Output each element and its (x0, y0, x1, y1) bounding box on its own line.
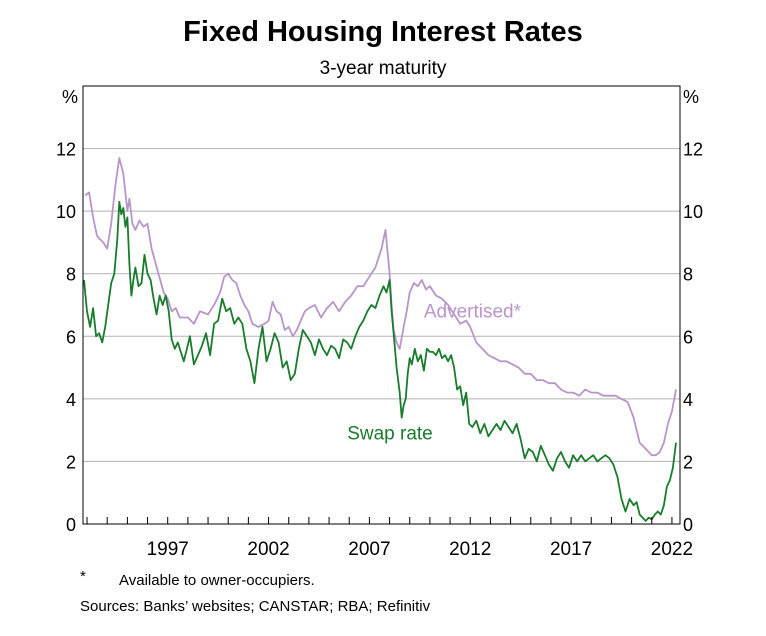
x-tick-label-1997: 1997 (147, 539, 189, 560)
advertised-series-label: Advertised* (424, 302, 522, 323)
x-tick-label-2022: 2022 (651, 539, 693, 560)
y-tick-label-right-10: 10 (683, 202, 703, 222)
plot-frame (82, 85, 681, 525)
x-tick-label-2007: 2007 (348, 539, 390, 560)
y-tick-label-left-10: 10 (56, 202, 76, 222)
y-tick-label-right-2: 2 (683, 452, 693, 472)
y-tick-label-right-12: 12 (683, 140, 703, 160)
series-line-swap-rate (83, 200, 677, 522)
y-tick-label-right-0: 0 (683, 515, 693, 535)
series-lines (83, 157, 677, 522)
sources-note: Sources: Banks’ websites; CANSTAR; RBA; … (80, 598, 431, 615)
y-tick-label-left-8: 8 (66, 265, 76, 285)
y-axis-unit-left: % (62, 87, 78, 107)
y-tick-label-left-4: 4 (66, 390, 76, 410)
x-tick-label-2017: 2017 (550, 539, 592, 560)
series-line-advertised (84, 157, 677, 457)
x-tick-label-2002: 2002 (247, 539, 289, 560)
y-tick-label-right-8: 8 (683, 265, 693, 285)
line-chart: 0 0 2 2 4 4 6 6 8 8 10 10 12 12 1997 2002 2007 2012 2017 20… (56, 85, 703, 560)
chart-subtitle: 3-year maturity (319, 58, 447, 79)
axis-labels: 0 0 2 2 4 4 6 6 8 8 10 10 12 12 1997 2002 2007 2012 2017 20… (56, 140, 703, 560)
swap-rate-series-label: Swap rate (347, 424, 433, 445)
x-tick-label-2012: 2012 (449, 539, 491, 560)
y-tick-label-left-6: 6 (66, 327, 76, 347)
y-tick-label-right-6: 6 (683, 327, 693, 347)
y-tick-label-right-4: 4 (683, 390, 693, 410)
footnote-marker: * (80, 568, 86, 585)
chart-title: Fixed Housing Interest Rates (183, 16, 583, 48)
footnote-text: Available to owner-occupiers. (119, 572, 315, 589)
y-tick-label-left-12: 12 (56, 140, 76, 160)
gridlines (83, 148, 680, 462)
y-tick-label-left-0: 0 (66, 515, 76, 535)
axis-ticks (86, 517, 673, 524)
y-axis-unit-right: % (683, 87, 699, 107)
y-tick-label-left-2: 2 (66, 452, 76, 472)
